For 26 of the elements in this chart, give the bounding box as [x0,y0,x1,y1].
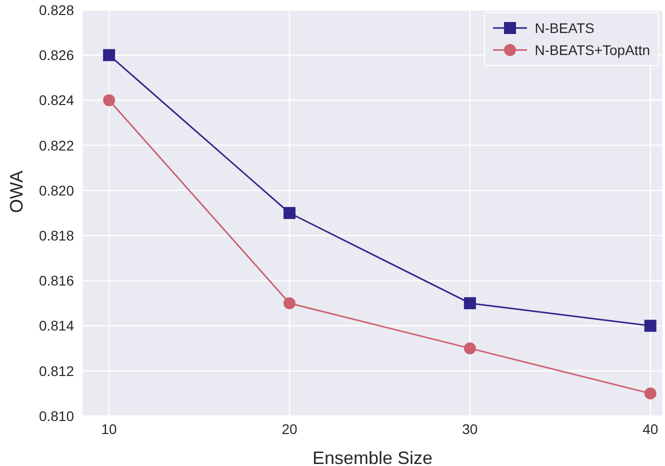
legend-label: N-BEATS [534,20,594,36]
y-tick-label: 0.820 [38,182,74,198]
point [103,49,116,62]
point [284,297,296,310]
y-tick-label: 0.828 [38,2,74,18]
y-tick-label: 0.824 [38,92,74,108]
y-tick-label: 0.826 [38,47,74,64]
y-tick-label: 0.814 [38,318,74,334]
y-tick-label: 0.816 [38,272,74,289]
y-tick-label: 0.810 [38,408,74,424]
x-axis-title: Ensemble Size [312,448,433,466]
y-tick-label: 0.818 [38,228,74,244]
x-tick-label: 30 [462,420,478,437]
point [644,387,656,400]
point [644,320,656,332]
point [464,297,476,310]
point [284,207,296,219]
y-axis-title: OWA [6,170,26,213]
x-tick-label: 40 [642,420,658,437]
x-tick-label: 20 [282,420,298,437]
point [103,94,116,106]
x-tick-label: 10 [101,420,118,437]
y-tick-label: 0.812 [38,362,74,379]
legend-label: N-BEATS+TopAttn [534,42,650,58]
point [464,342,476,354]
y-tick-label: 0.822 [38,137,74,154]
